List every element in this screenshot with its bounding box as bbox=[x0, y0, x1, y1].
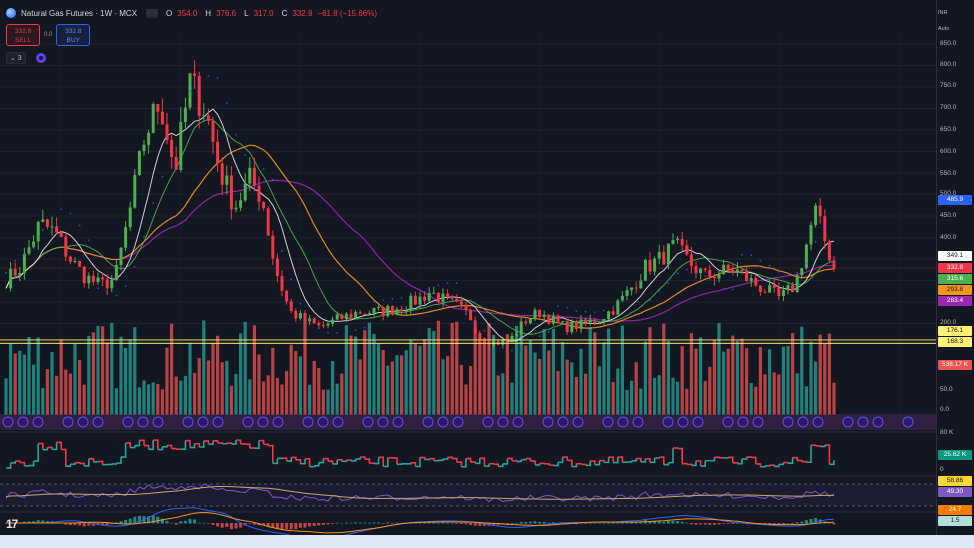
price-badge: 538.17 K bbox=[938, 360, 972, 370]
low-value: 317.0 bbox=[253, 8, 274, 18]
indicator-status-icon[interactable] bbox=[35, 53, 46, 63]
symbol-title[interactable]: Natural Gas Futures · 1W · MCX bbox=[21, 8, 138, 18]
price-badge: 168.3 bbox=[938, 337, 972, 347]
axis-tick: 0.0 bbox=[940, 406, 950, 413]
high-value: 376.6 bbox=[216, 8, 237, 18]
buy-button[interactable]: 332.8 BUY bbox=[56, 24, 91, 46]
close-value: 332.8 bbox=[292, 8, 313, 18]
buy-label: BUY bbox=[66, 37, 81, 44]
price-badge: 24.7 bbox=[938, 505, 972, 515]
indicators-collapse-button[interactable]: ⌄ 3 bbox=[6, 52, 26, 64]
price-badge: 293.8 bbox=[938, 285, 972, 295]
axis-tick: 550.0 bbox=[940, 170, 957, 177]
change-value: −61.8 (−15.66%) bbox=[317, 8, 378, 18]
price-badge: 176.1 bbox=[938, 326, 972, 336]
bottom-strip bbox=[0, 535, 974, 548]
price-badge: 485.9 bbox=[938, 195, 972, 205]
high-label: H bbox=[205, 8, 212, 18]
axis-tick: 800.0 bbox=[940, 61, 957, 68]
axis-tick: 450.0 bbox=[940, 212, 957, 219]
axis-tick: 850.0 bbox=[940, 40, 957, 47]
price-badge: 58.86 bbox=[938, 476, 972, 486]
axis-tick: 700.0 bbox=[940, 104, 957, 111]
sell-price: 332.8 bbox=[14, 28, 32, 35]
open-label: O bbox=[166, 8, 173, 18]
symbol-icon bbox=[6, 8, 16, 18]
price-badge: 1.5 bbox=[938, 516, 972, 526]
open-value: 354.0 bbox=[177, 8, 198, 18]
scale-mode-label[interactable]: Auto bbox=[938, 26, 950, 32]
price-badge: 349.1 bbox=[938, 251, 972, 261]
buy-price: 332.8 bbox=[65, 28, 82, 35]
price-badge: 25.62 K bbox=[938, 450, 972, 460]
sell-button[interactable]: 332.8 SELL bbox=[6, 24, 40, 46]
axis-tick: 400.0 bbox=[940, 234, 957, 241]
axis-tick: 750.0 bbox=[940, 82, 957, 89]
axis-tick: 50.0 bbox=[940, 386, 953, 393]
low-label: L bbox=[244, 8, 249, 18]
tradingview-logo-icon[interactable]: 17 bbox=[6, 517, 18, 531]
axis-tick: 500.0 bbox=[940, 190, 957, 197]
axis-tick: 200.0 bbox=[940, 319, 957, 326]
indicators-row: ⌄ 3 bbox=[6, 52, 46, 64]
axis-tick: 600.0 bbox=[940, 148, 957, 155]
legend-menu-icon[interactable] bbox=[146, 8, 159, 18]
chart-canvas[interactable] bbox=[0, 0, 936, 535]
price-badge: 315.6 bbox=[938, 274, 972, 284]
axis-tick: 650.0 bbox=[940, 126, 957, 133]
price-badge: 49.30 bbox=[938, 487, 972, 497]
close-label: C bbox=[281, 8, 288, 18]
spread-value: 0.0 bbox=[44, 32, 53, 38]
price-badge: 332.8 bbox=[938, 263, 972, 273]
axis-tick: 0 bbox=[940, 466, 944, 473]
sell-label: SELL bbox=[15, 37, 31, 44]
currency-label[interactable]: INR bbox=[938, 10, 948, 16]
price-badge: 283.4 bbox=[938, 296, 972, 306]
axis-tick: 80 K bbox=[940, 429, 954, 436]
trade-panel: 332.8 SELL 0.0 332.8 BUY bbox=[6, 24, 91, 46]
